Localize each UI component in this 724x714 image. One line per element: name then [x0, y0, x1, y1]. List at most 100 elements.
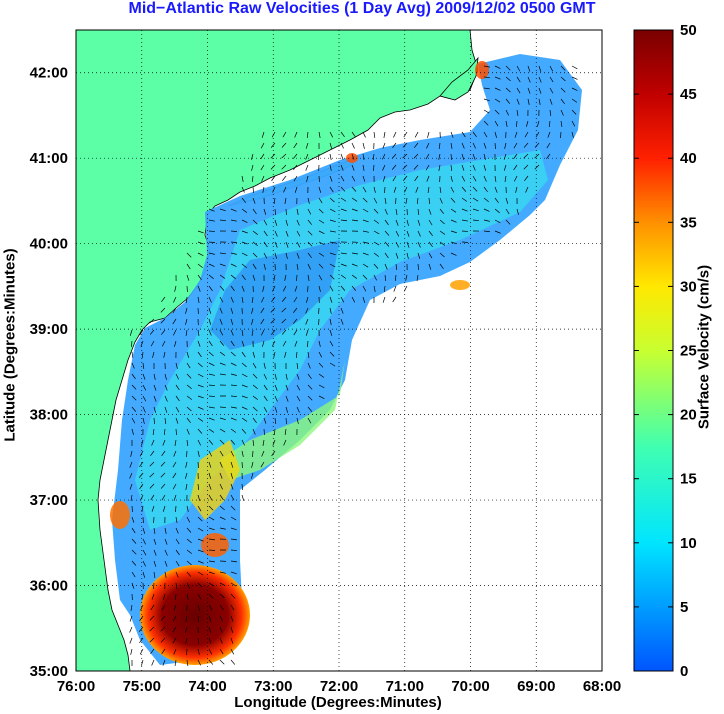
velocity-vector — [241, 230, 248, 234]
velocity-vector — [141, 351, 144, 358]
velocity-vector — [142, 538, 146, 545]
velocity-vector — [197, 450, 200, 457]
velocity-vector — [252, 384, 258, 390]
velocity-vector — [260, 461, 265, 468]
velocity-vector — [252, 428, 256, 435]
colorbar-tick-label: 50 — [680, 22, 697, 39]
velocity-vector — [340, 274, 347, 279]
velocity-vector — [142, 395, 147, 402]
velocity-vector — [516, 208, 519, 215]
velocity-vector — [284, 428, 287, 435]
velocity-vector — [318, 285, 321, 292]
velocity-vector — [427, 131, 430, 138]
velocity-vector — [362, 208, 369, 213]
velocity-vector — [208, 263, 215, 267]
velocity-vector — [185, 615, 188, 622]
velocity-vector — [318, 241, 325, 246]
velocity-vector — [252, 263, 257, 270]
velocity-vector — [524, 175, 529, 182]
velocity-vector — [172, 626, 177, 633]
velocity-vector — [483, 109, 490, 114]
velocity-vector — [139, 648, 144, 655]
velocity-vector — [241, 362, 247, 368]
velocity-vector — [483, 76, 490, 79]
velocity-vector — [197, 274, 202, 281]
velocity-vector — [295, 351, 298, 358]
velocity-vector — [527, 76, 531, 83]
velocity-vector — [208, 428, 215, 433]
velocity-vector — [494, 219, 501, 224]
velocity-vector — [241, 395, 248, 399]
velocity-vector — [538, 65, 542, 72]
velocity-vector — [197, 417, 204, 422]
velocity-vector — [472, 131, 477, 138]
velocity-vector — [395, 252, 399, 259]
velocity-vector — [362, 274, 368, 280]
velocity-vector — [271, 450, 276, 457]
velocity-vector — [263, 406, 268, 413]
velocity-vector — [571, 131, 574, 138]
velocity-vector — [186, 351, 190, 358]
velocity-vector — [283, 186, 287, 193]
velocity-vector — [306, 175, 309, 182]
velocity-vector — [197, 461, 199, 469]
velocity-vector — [219, 571, 226, 574]
velocity-vector — [219, 296, 224, 303]
velocity-vector — [131, 362, 135, 369]
velocity-vector — [536, 120, 540, 127]
velocity-vector — [294, 186, 298, 193]
velocity-vector — [164, 571, 167, 578]
velocity-vector — [208, 472, 212, 479]
velocity-vector — [208, 351, 214, 357]
velocity-vector — [362, 285, 367, 292]
velocity-vector — [172, 461, 177, 468]
velocity-vector — [219, 307, 223, 314]
velocity-vector — [273, 351, 276, 358]
velocity-vector — [281, 307, 287, 313]
velocity-vector — [208, 461, 212, 468]
velocity-vector — [296, 417, 299, 424]
chart-title: Mid−Atlantic Raw Velocities (1 Day Avg) … — [128, 0, 596, 17]
velocity-vector — [208, 494, 213, 501]
velocity-vector — [197, 549, 204, 553]
velocity-vector — [329, 153, 332, 160]
velocity-vector — [162, 505, 166, 512]
velocity-vector — [351, 219, 358, 222]
velocity-vector — [439, 230, 446, 235]
velocity-vector — [282, 340, 287, 347]
velocity-vector — [251, 318, 254, 325]
velocity-vector — [351, 175, 356, 182]
velocity-vector — [153, 571, 156, 578]
velocity-vector — [129, 626, 133, 633]
velocity-vector — [208, 373, 215, 376]
velocity-vector — [516, 87, 521, 94]
velocity-vector — [260, 164, 265, 171]
velocity-vector — [284, 274, 287, 281]
velocity-vector — [175, 395, 180, 402]
velocity-vector — [186, 395, 192, 400]
velocity-vector — [428, 230, 433, 236]
y-tick-label: 41:00 — [30, 150, 68, 167]
velocity-vector — [294, 340, 298, 347]
velocity-vector — [139, 450, 144, 457]
velocity-vector — [251, 164, 254, 171]
velocity-vector — [362, 230, 369, 233]
velocity-vector — [571, 98, 578, 103]
velocity-vector — [263, 230, 268, 237]
velocity-vector — [208, 549, 216, 551]
velocity-vector — [252, 274, 256, 281]
grid — [76, 30, 602, 671]
velocity-vector — [296, 241, 301, 248]
velocity-vector — [174, 439, 177, 446]
hot-spot-chesapeake — [110, 501, 130, 529]
velocity-vector — [318, 219, 325, 224]
velocity-vector — [340, 263, 347, 267]
velocity-vector — [219, 428, 226, 433]
velocity-vector — [185, 626, 188, 633]
velocity-vector — [549, 65, 554, 72]
velocity-vector — [197, 362, 203, 368]
velocity-vector — [329, 142, 333, 149]
velocity-vector — [439, 186, 442, 193]
velocity-vector — [560, 98, 565, 104]
